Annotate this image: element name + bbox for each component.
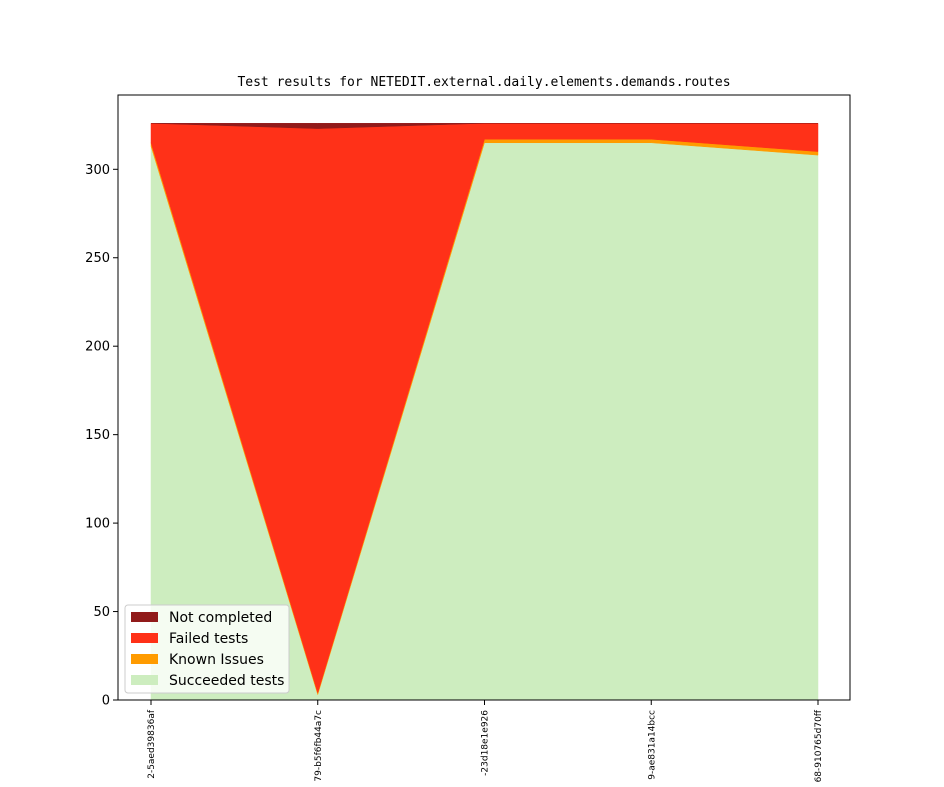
chart-title: Test results for NETEDIT.external.daily.… bbox=[237, 75, 730, 90]
y-axis: 0 50 100 150 200 250 300 bbox=[85, 163, 118, 709]
legend-swatch-not-completed bbox=[131, 612, 158, 622]
y-tick-label: 300 bbox=[85, 163, 110, 178]
legend: Not completed Failed tests Known Issues Suc… bbox=[124, 604, 290, 694]
areas-layer bbox=[150, 123, 819, 701]
legend-swatch-failed-tests bbox=[131, 633, 158, 643]
legend-box bbox=[124, 604, 290, 694]
x-tick-label: 2-5aed39836af bbox=[147, 709, 157, 779]
x-tick-label: 79-b5f6fb44a7c bbox=[314, 710, 324, 782]
x-tick-label: 68-910765d70ff bbox=[814, 709, 824, 782]
legend-label-succeeded-tests: Succeeded tests bbox=[169, 673, 284, 689]
x-tick-label: 9-ae831a14bcc bbox=[647, 710, 657, 780]
legend-label-failed-tests: Failed tests bbox=[169, 631, 248, 647]
legend-swatch-succeeded-tests bbox=[131, 675, 158, 685]
y-tick-label: 0 bbox=[102, 694, 110, 709]
x-axis: 2-5aed39836af 79-b5f6fb44a7c -23d18e1e926 9… bbox=[147, 700, 824, 782]
y-tick-label: 50 bbox=[93, 605, 110, 620]
y-tick-label: 100 bbox=[85, 517, 110, 532]
y-tick-label: 250 bbox=[85, 251, 110, 266]
y-tick-label: 150 bbox=[85, 428, 110, 443]
legend-label-not-completed: Not completed bbox=[169, 610, 272, 626]
legend-swatch-known-issues bbox=[131, 654, 158, 664]
area-not-completed bbox=[150, 123, 818, 129]
x-tick-label: -23d18e1e926 bbox=[481, 710, 491, 776]
y-tick-label: 200 bbox=[85, 340, 110, 355]
legend-label-known-issues: Known Issues bbox=[169, 652, 264, 668]
